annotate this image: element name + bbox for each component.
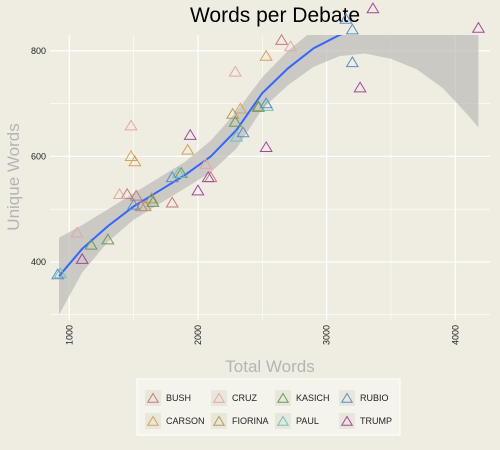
point-kasich <box>84 238 98 250</box>
smooth-trend-line <box>58 35 343 277</box>
point-cruz <box>228 65 242 77</box>
y-tick-label: 400 <box>31 257 46 267</box>
x-tick-label: 2000 <box>193 325 203 345</box>
point-kasich <box>228 115 242 127</box>
point-cruz <box>283 40 298 52</box>
legend-label: BUSH <box>166 393 191 403</box>
point-trump <box>471 21 486 33</box>
point-bush <box>120 187 134 200</box>
point-fiorina <box>226 107 240 119</box>
point-carson <box>128 155 142 167</box>
point-fiorina <box>138 200 152 212</box>
x-tick-label: 3000 <box>322 325 332 345</box>
data-points <box>51 2 486 280</box>
legend-label: CRUZ <box>232 393 257 403</box>
point-carson <box>181 143 195 155</box>
legend-key-triangle <box>212 392 226 403</box>
legend-key-triangle <box>340 392 354 403</box>
legend-key <box>275 413 291 429</box>
point-carson <box>124 149 138 162</box>
x-tick-labels: 1000 2000 3000 4000 <box>64 325 460 345</box>
legend-key-triangle <box>146 415 160 426</box>
point-trump <box>191 184 205 196</box>
point-rubio <box>339 12 353 24</box>
point-rubio <box>165 171 179 183</box>
point-fiorina <box>144 192 159 204</box>
point-rubio <box>259 97 273 109</box>
x-tick-label: 1000 <box>64 325 74 345</box>
point-rubio <box>51 268 65 280</box>
point-cruz <box>112 187 127 200</box>
point-cruz <box>199 157 213 169</box>
legend-key <box>211 390 227 406</box>
point-bush <box>165 196 179 208</box>
legend-label: CARSON <box>166 416 205 426</box>
point-bush <box>274 33 289 45</box>
point-trump <box>75 252 89 264</box>
point-bush <box>129 189 143 201</box>
confidence-band <box>59 35 479 315</box>
y-axis-title: Unique Words <box>4 123 23 230</box>
legend-key <box>145 390 161 406</box>
point-trump <box>201 171 215 183</box>
point-kasich <box>101 233 115 245</box>
point-trump <box>183 128 197 140</box>
legend-key-triangle <box>276 392 290 403</box>
x-axis-title: Total Words <box>225 357 314 376</box>
confidence-band-layer <box>59 35 479 315</box>
y-tick-label: 600 <box>31 151 46 161</box>
point-rubio <box>345 23 359 35</box>
point-paul <box>171 166 186 178</box>
point-rubio <box>126 198 141 210</box>
point-paul <box>229 130 244 142</box>
legend-key-triangle <box>340 415 354 426</box>
point-carson <box>259 49 273 61</box>
legend-key <box>275 390 291 406</box>
legend-key <box>211 413 227 429</box>
legend: BUSH CRUZ KASICH RUBIO CARSON FIORINA PAUL TRUM… <box>136 378 401 436</box>
legend-box <box>136 378 401 436</box>
point-rubio <box>345 55 359 68</box>
legend-label: PAUL <box>296 416 319 426</box>
x-tick-label: 4000 <box>450 325 460 345</box>
point-rubio <box>236 126 250 138</box>
point-paul <box>53 267 67 279</box>
legend-label: RUBIO <box>360 393 389 403</box>
legend-key <box>339 390 355 406</box>
point-trump <box>353 81 367 93</box>
point-trump <box>259 140 273 153</box>
legend-label: KASICH <box>296 393 330 403</box>
point-kasich <box>146 195 160 207</box>
point-trump <box>366 2 380 14</box>
legend-key <box>339 413 355 429</box>
legend-key-triangle <box>212 415 226 426</box>
y-tick-labels: 400 600 800 <box>31 46 46 267</box>
point-cruz <box>124 119 138 131</box>
point-carson <box>233 102 248 114</box>
legend-key <box>145 413 161 429</box>
point-cruz <box>70 226 84 238</box>
y-tick-label: 800 <box>31 46 46 56</box>
smooth-line-layer <box>58 35 343 277</box>
chart-title: Words per Debate <box>190 4 360 27</box>
legend-key-triangle <box>146 392 160 403</box>
legend-label: FIORINA <box>232 416 269 426</box>
legend-key-triangle <box>276 415 290 426</box>
legend-label: TRUMP <box>360 416 392 426</box>
